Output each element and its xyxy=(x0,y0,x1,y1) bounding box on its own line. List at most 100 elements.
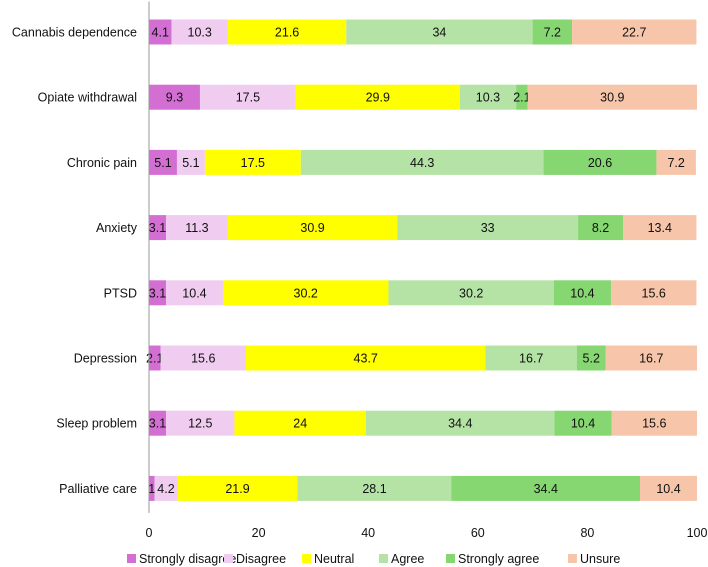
x-axis-ticks: 0 20 40 60 80 100 xyxy=(146,526,708,540)
data-label: 17.5 xyxy=(236,91,260,105)
legend-label: Unsure xyxy=(580,552,620,566)
bar-segment xyxy=(149,280,166,306)
data-label: 13.4 xyxy=(648,221,672,235)
data-label: 8.2 xyxy=(592,221,609,235)
data-label: 30.9 xyxy=(600,91,624,105)
bar-segment xyxy=(297,475,452,501)
bar-segment xyxy=(171,19,228,45)
bar-segment xyxy=(227,215,398,241)
data-label: 21.9 xyxy=(225,482,249,496)
category-labels: Cannabis dependence Opiate withdrawal Chro… xyxy=(12,26,138,496)
legend-item: Unsure xyxy=(568,552,620,566)
data-label: 4.1 xyxy=(152,26,169,40)
data-label: 29.9 xyxy=(366,91,390,105)
legend-item: Disagree xyxy=(224,552,286,566)
data-label: 11.3 xyxy=(185,221,208,235)
bar-segment xyxy=(149,475,155,501)
legend-item: Strongly agree xyxy=(446,552,539,566)
x-tick-label: 0 xyxy=(146,526,153,540)
bar-segment xyxy=(543,149,657,175)
legend-label: Agree xyxy=(391,552,424,566)
data-label: 2.1 xyxy=(513,91,530,105)
data-label: 10.3 xyxy=(476,91,500,105)
data-label: 10.4 xyxy=(656,482,680,496)
data-label: 1 xyxy=(148,482,155,496)
x-tick-label: 40 xyxy=(361,526,375,540)
legend-swatch xyxy=(568,554,577,563)
bar-segment xyxy=(149,19,172,45)
x-tick-label: 80 xyxy=(580,526,594,540)
bar-segment xyxy=(300,149,544,175)
data-label: 3.1 xyxy=(149,221,166,235)
bar-segment xyxy=(516,84,528,110)
bar-segment xyxy=(459,84,517,110)
category-label: Chronic pain xyxy=(67,156,137,170)
data-label: 17.5 xyxy=(241,156,265,170)
bar-segment xyxy=(204,149,301,175)
bar-segment xyxy=(245,345,486,371)
bar-segment xyxy=(160,345,246,371)
data-label: 12.5 xyxy=(188,417,212,431)
bar-segment xyxy=(572,19,697,45)
bar-segment xyxy=(656,149,696,175)
data-label: 10.4 xyxy=(570,286,594,300)
bar-segment xyxy=(234,410,367,436)
data-label: 15.6 xyxy=(191,352,215,366)
data-label: 24 xyxy=(293,417,307,431)
bar-segment xyxy=(149,84,200,110)
bar-segment xyxy=(222,280,389,306)
category-label: Depression xyxy=(74,352,137,366)
bar-segment xyxy=(397,215,579,241)
category-label: Cannabis dependence xyxy=(12,26,137,40)
bar-segment xyxy=(199,84,296,110)
data-label: 16.7 xyxy=(639,352,663,366)
x-tick-label: 60 xyxy=(471,526,485,540)
legend-item: Agree xyxy=(379,552,424,566)
legend-swatch xyxy=(224,554,233,563)
legend-item: Neutral xyxy=(302,552,354,566)
bar-segment xyxy=(623,215,697,241)
bar-segment xyxy=(554,410,612,436)
data-label: 3.1 xyxy=(149,417,166,431)
bar-segment xyxy=(149,149,177,175)
data-label: 34 xyxy=(432,26,446,40)
bar-segment xyxy=(388,280,554,306)
category-label: Sleep problem xyxy=(56,417,137,431)
legend-label: Disagree xyxy=(236,552,286,566)
bar-segment xyxy=(165,410,235,436)
bar-segment xyxy=(553,280,611,306)
bar-segment xyxy=(165,215,228,241)
bar-segment xyxy=(640,475,697,501)
data-label: 20.6 xyxy=(588,156,612,170)
bar-segment xyxy=(165,280,223,306)
legend-swatch xyxy=(446,554,455,563)
bar-segment xyxy=(295,84,460,110)
legend-label: Neutral xyxy=(314,552,354,566)
data-label: 21.6 xyxy=(275,26,299,40)
legend-label: Strongly agree xyxy=(458,552,539,566)
data-label: 30.9 xyxy=(300,221,324,235)
bar-segment xyxy=(149,215,166,241)
bar-segment xyxy=(605,345,697,371)
legend-swatch xyxy=(127,554,136,563)
data-label: 30.2 xyxy=(294,286,318,300)
data-label: 15.6 xyxy=(642,286,666,300)
bar-segment xyxy=(149,345,161,371)
data-label: 33 xyxy=(481,221,495,235)
data-label: 44.3 xyxy=(410,156,434,170)
data-label: 28.1 xyxy=(362,482,386,496)
data-label: 3.1 xyxy=(149,286,166,300)
bar-segment xyxy=(154,475,178,501)
bar-segment xyxy=(532,19,573,45)
bar-segment xyxy=(149,410,166,436)
data-label: 9.3 xyxy=(166,91,183,105)
bar-segment xyxy=(227,19,347,45)
data-label: 10.3 xyxy=(188,26,212,40)
data-label: 43.7 xyxy=(354,352,378,366)
bar-segment xyxy=(485,345,577,371)
category-label: Opiate withdrawal xyxy=(38,91,137,105)
legend-swatch xyxy=(302,554,311,563)
data-label: 10.4 xyxy=(182,286,206,300)
bar-segment xyxy=(611,410,697,436)
